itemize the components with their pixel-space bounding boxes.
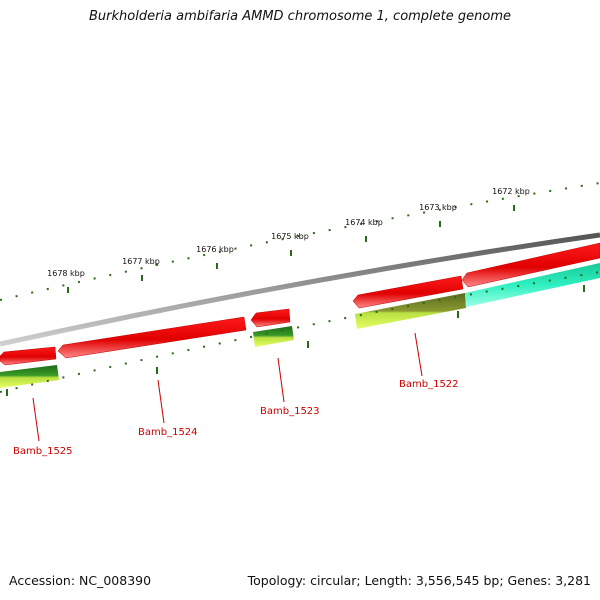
gene-leaders (32, 332, 423, 442)
ruler-label-1674: 1674 kbp (345, 218, 383, 227)
feature-bars (0, 263, 600, 388)
ruler-label-1673: 1673 kbp (419, 203, 457, 212)
gene-arrow-bamb-1523[interactable] (250, 308, 291, 328)
genome-backbone (0, 232, 600, 347)
ruler-label-1676: 1676 kbp (196, 245, 234, 254)
ruler-label-1678: 1678 kbp (47, 269, 85, 278)
ruler-label-1677: 1677 kbp (122, 257, 160, 266)
gene-arrow-bamb-1525[interactable] (0, 346, 57, 366)
accession-text: Accession: NC_008390 (9, 573, 152, 588)
gene-arrows (0, 242, 600, 366)
gene-label-bamb-1524[interactable]: Bamb_1524 (138, 427, 198, 438)
ruler-label-1672: 1672 kbp (492, 187, 530, 196)
ruler-major-ticks (67, 205, 515, 293)
ruler-label-1675: 1675 kbp (271, 232, 309, 241)
gene-label-bamb-1522[interactable]: Bamb_1522 (399, 379, 459, 390)
gene-label-bamb-1523[interactable]: Bamb_1523 (260, 406, 320, 417)
map-title: Burkholderia ambifaria AMMD chromosome 1… (88, 9, 512, 24)
gene-label-bamb-1525[interactable]: Bamb_1525 (13, 446, 73, 457)
ruler-inner-ticks (6, 285, 585, 396)
gene-arrow-bamb-1522[interactable] (352, 275, 464, 309)
feature-bar-cyan (465, 263, 600, 307)
gene-arrow-upstream[interactable] (461, 242, 600, 288)
feature-bar-1525 (0, 365, 59, 388)
gene-arrow-bamb-1524[interactable] (57, 316, 247, 359)
topology-text: Topology: circular; Length: 3,556,545 bp… (247, 573, 591, 588)
feature-bar-1523 (253, 326, 294, 347)
feature-bar-1522-olive (355, 293, 466, 329)
